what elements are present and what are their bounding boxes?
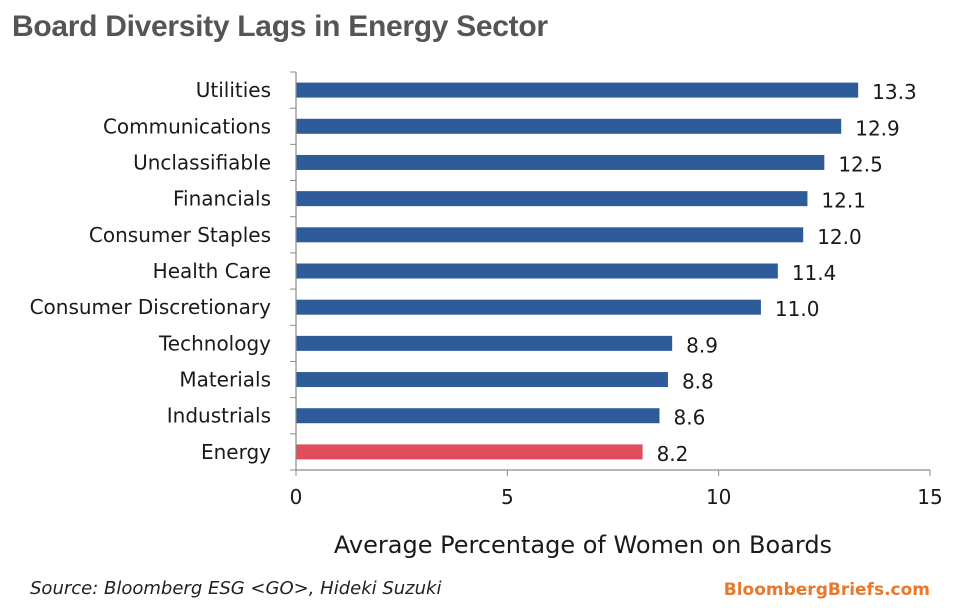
brand-label: BloombergBriefs.com	[723, 580, 930, 600]
axis-layer: 0 5 10 15	[290, 71, 943, 509]
bar-financials	[296, 191, 808, 207]
category-label-health-care: Health Care	[153, 259, 271, 283]
value-label-consumer-staples: 12.0	[817, 225, 862, 249]
category-label-industrials: Industrials	[167, 404, 271, 428]
category-label-consumer-staples: Consumer Staples	[89, 223, 271, 247]
category-label-energy: Energy	[201, 440, 271, 464]
category-label-consumer-discretionary: Consumer Discretionary	[30, 295, 272, 319]
bar-materials	[296, 372, 668, 388]
value-label-unclassifiable: 12.5	[838, 152, 883, 176]
x-tick-label-15: 15	[917, 485, 942, 509]
category-label-technology: Technology	[158, 331, 271, 355]
source-note: Source: Bloomberg ESG <GO>, Hideki Suzuk…	[30, 578, 442, 599]
category-label-communications: Communications	[103, 114, 271, 138]
value-label-consumer-discretionary: 11.0	[775, 297, 820, 321]
value-label-industrials: 8.6	[673, 406, 705, 430]
category-label-materials: Materials	[179, 368, 271, 392]
category-label-utilities: Utilities	[196, 78, 271, 102]
value-label-energy: 8.2	[657, 442, 689, 466]
value-label-technology: 8.9	[686, 333, 718, 357]
category-label-unclassifiable: Unclassifiable	[133, 150, 271, 174]
x-tick-label-10: 10	[706, 485, 731, 509]
value-label-health-care: 11.4	[792, 261, 837, 285]
value-label-communications: 12.9	[855, 116, 900, 140]
bar-consumer-discretionary	[296, 299, 761, 315]
value-label-materials: 8.8	[682, 370, 714, 394]
bar-communications	[296, 118, 842, 134]
bar-utilities	[296, 82, 859, 98]
bars-layer: Utilities 13.3 Communications 12.9 Unclassif…	[30, 78, 917, 466]
bar-technology	[296, 335, 673, 351]
bar-industrials	[296, 408, 660, 424]
x-tick-label-5: 5	[501, 485, 514, 509]
value-label-financials: 12.1	[821, 189, 866, 213]
bar-health-care	[296, 263, 778, 279]
category-label-financials: Financials	[173, 187, 271, 211]
value-label-utilities: 13.3	[872, 80, 917, 104]
bar-unclassifiable	[296, 154, 825, 170]
bar-energy	[296, 444, 643, 460]
x-tick-label-0: 0	[290, 485, 303, 509]
bar-consumer-staples	[296, 227, 804, 243]
chart-title: Board Diversity Lags in Energy Sector	[12, 10, 548, 43]
x-axis-title: Average Percentage of Women on Boards	[334, 531, 832, 559]
